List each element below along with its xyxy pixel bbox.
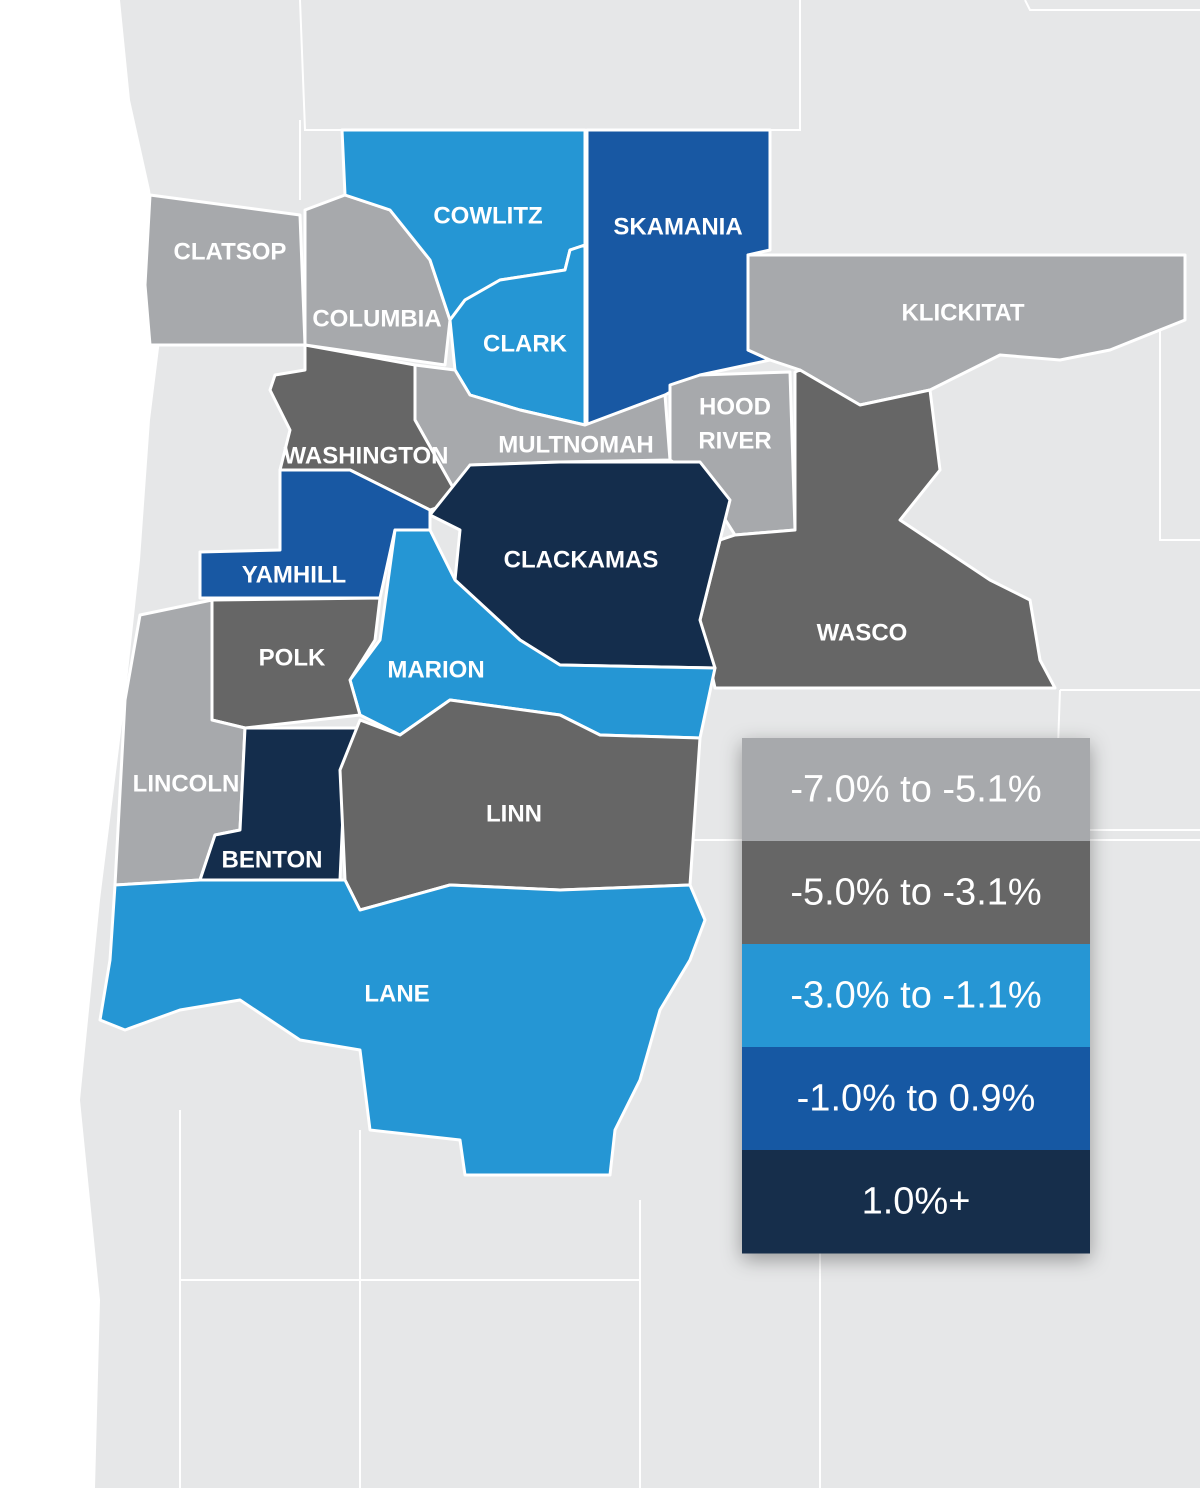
legend: -7.0% to -5.1% -5.0% to -3.1% -3.0% to -1.… — [742, 738, 1090, 1254]
counties — [98, 128, 1187, 1177]
county-label: CLARK — [483, 330, 568, 357]
county-label: SKAMANIA — [613, 213, 742, 240]
legend-label: -5.0% to -3.1% — [790, 872, 1041, 914]
county-label: LINCOLN — [133, 770, 240, 797]
county-label: LINN — [486, 800, 542, 827]
county-label: WASHINGTON — [284, 442, 449, 469]
county — [98, 878, 707, 1177]
legend-swatch — [742, 1047, 1090, 1151]
county — [746, 253, 1187, 407]
county-label: RIVER — [698, 427, 771, 454]
county — [143, 193, 307, 347]
county-labels: CLATSOP COLUMBIA COWLITZ CLARK SKAMANIA KLICK… — [133, 202, 1025, 1007]
county-label: MULTNOMAH — [498, 431, 654, 458]
county-label: COWLITZ — [433, 202, 542, 229]
legend-label: -1.0% to 0.9% — [797, 1078, 1036, 1120]
county-label: MARION — [387, 656, 484, 683]
county-label: POLK — [259, 644, 326, 671]
legend-label: -7.0% to -5.1% — [790, 769, 1041, 811]
county-label: HOOD — [699, 393, 771, 420]
county — [198, 468, 432, 600]
county-label: CLATSOP — [174, 238, 287, 265]
legend-swatch — [742, 1150, 1090, 1254]
county-label: WASCO — [817, 619, 908, 646]
county — [698, 368, 1057, 690]
legend-label: -3.0% to -1.1% — [790, 975, 1041, 1017]
legend-swatch — [742, 944, 1090, 1048]
county-label: LANE — [364, 980, 429, 1007]
county-label: COLUMBIA — [312, 305, 441, 332]
county-label: KLICKITAT — [901, 299, 1024, 326]
county-label: YAMHILL — [242, 561, 346, 588]
county-label: BENTON — [222, 846, 323, 873]
legend-swatch — [742, 841, 1090, 945]
legend-label: 1.0%+ — [862, 1181, 971, 1223]
legend-swatch — [742, 738, 1090, 842]
county-label: CLACKAMAS — [504, 546, 659, 573]
